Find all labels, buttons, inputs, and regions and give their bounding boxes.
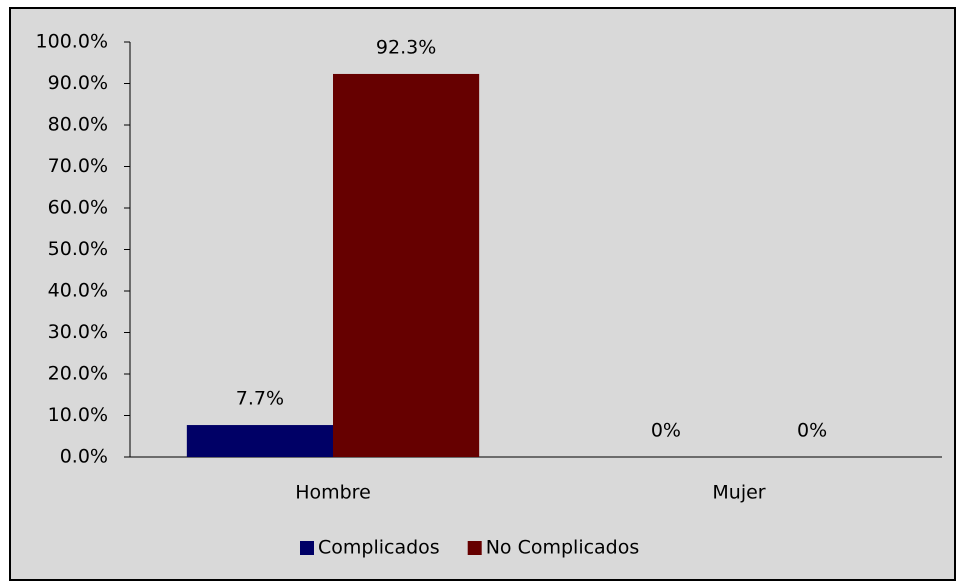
y-tick-label: 0.0% — [60, 446, 108, 468]
data-label: 7.7% — [236, 388, 284, 410]
x-tick-label: Hombre — [295, 482, 371, 504]
legend-swatch — [300, 541, 314, 555]
data-label: 0% — [651, 420, 681, 442]
y-tick-label: 50.0% — [48, 238, 108, 260]
y-tick-label: 90.0% — [48, 72, 108, 94]
y-tick-label: 60.0% — [48, 197, 108, 219]
y-tick-label: 10.0% — [48, 404, 108, 426]
y-tick-label: 30.0% — [48, 321, 108, 343]
legend-label: No Complicados — [486, 537, 640, 559]
y-tick-label: 80.0% — [48, 114, 108, 136]
chart-background — [9, 7, 956, 581]
y-tick-label: 20.0% — [48, 363, 108, 385]
bar — [333, 73, 480, 457]
legend-swatch — [467, 541, 482, 555]
bar — [186, 425, 333, 457]
data-label: 92.3% — [376, 36, 436, 58]
data-label: 0% — [797, 420, 827, 442]
x-tick-label: Mujer — [712, 482, 765, 504]
legend-label: Complicados — [318, 537, 440, 559]
y-tick-label: 100.0% — [36, 31, 108, 53]
y-tick-label: 70.0% — [48, 155, 108, 177]
y-tick-label: 40.0% — [48, 280, 108, 302]
